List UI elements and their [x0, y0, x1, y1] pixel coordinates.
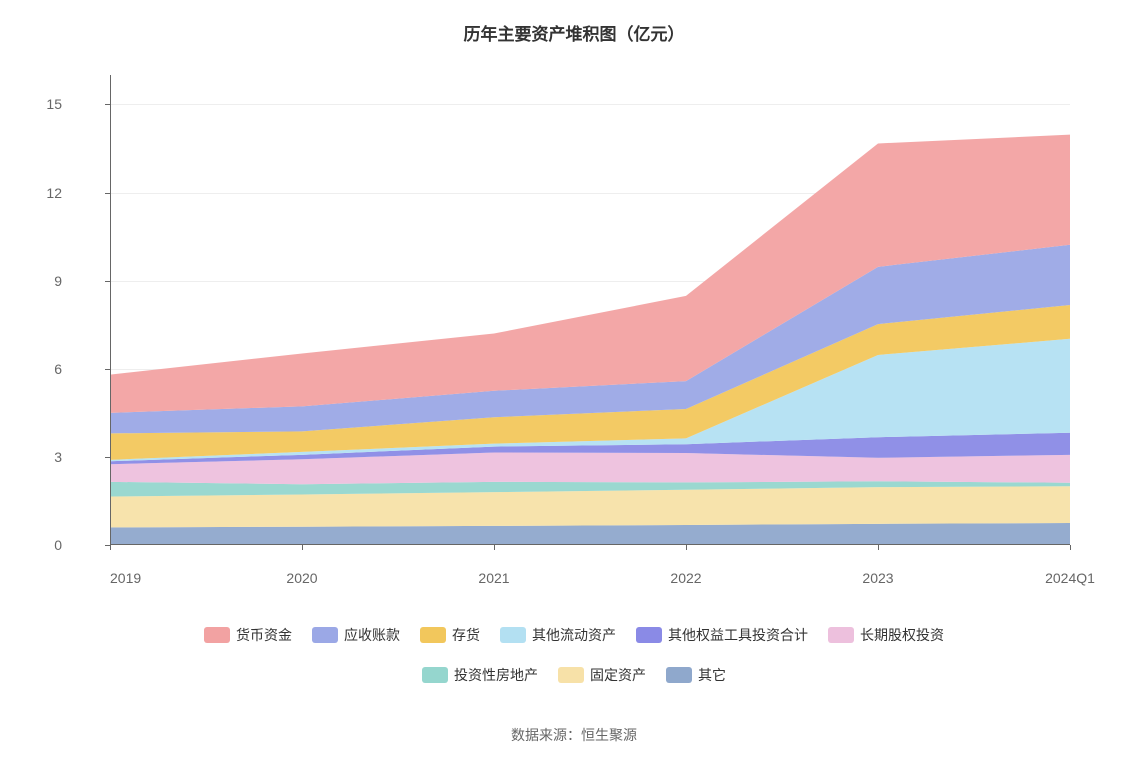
y-tick-label: 6 — [54, 361, 62, 377]
legend-swatch — [312, 627, 338, 643]
y-tick-mark — [105, 457, 110, 458]
y-tick-mark — [105, 104, 110, 105]
data-source: 数据来源：恒生聚源 — [40, 725, 1108, 745]
legend-swatch — [204, 627, 230, 643]
legend-swatch — [828, 627, 854, 643]
x-tick-label: 2022 — [670, 570, 701, 586]
legend-item[interactable]: 其他权益工具投资合计 — [636, 625, 808, 645]
y-tick-mark — [105, 193, 110, 194]
legend-swatch — [666, 667, 692, 683]
y-tick-label: 12 — [46, 185, 62, 201]
legend-swatch — [500, 627, 526, 643]
x-tick-mark — [302, 545, 303, 550]
stacked-area-svg — [110, 75, 1070, 545]
legend-item[interactable]: 应收账款 — [312, 625, 400, 645]
legend-item[interactable]: 其他流动资产 — [500, 625, 616, 645]
legend-label: 应收账款 — [344, 625, 400, 645]
x-tick-mark — [686, 545, 687, 550]
x-tick-mark — [110, 545, 111, 550]
legend: 货币资金 应收账款 存货 其他流动资产 其他权益工具投资合计 长期股权投资投资性房地产 固定… — [40, 625, 1108, 685]
x-axis-line — [110, 544, 1070, 545]
legend-label: 货币资金 — [236, 625, 292, 645]
legend-item[interactable]: 长期股权投资 — [828, 625, 944, 645]
y-tick-mark — [105, 281, 110, 282]
x-tick-mark — [878, 545, 879, 550]
x-tick-label: 2021 — [478, 570, 509, 586]
legend-item[interactable]: 存货 — [420, 625, 480, 645]
y-tick-mark — [105, 369, 110, 370]
legend-swatch — [558, 667, 584, 683]
legend-item[interactable]: 投资性房地产 — [422, 665, 538, 685]
legend-label: 固定资产 — [590, 665, 646, 685]
legend-label: 其他权益工具投资合计 — [668, 625, 808, 645]
x-tick-mark — [1070, 545, 1071, 550]
legend-label: 长期股权投资 — [860, 625, 944, 645]
y-axis-line — [110, 75, 111, 545]
x-tick-mark — [494, 545, 495, 550]
legend-label: 存货 — [452, 625, 480, 645]
y-tick-label: 9 — [54, 273, 62, 289]
legend-swatch — [420, 627, 446, 643]
legend-swatch — [422, 667, 448, 683]
legend-label: 投资性房地产 — [454, 665, 538, 685]
y-tick-label: 3 — [54, 449, 62, 465]
legend-label: 其他流动资产 — [532, 625, 616, 645]
x-tick-label: 2019 — [110, 570, 141, 586]
legend-item[interactable]: 货币资金 — [204, 625, 292, 645]
x-tick-label: 2020 — [286, 570, 317, 586]
legend-swatch — [636, 627, 662, 643]
chart-title: 历年主要资产堆积图（亿元） — [40, 20, 1108, 45]
legend-item[interactable]: 固定资产 — [558, 665, 646, 685]
x-tick-label: 2024Q1 — [1045, 570, 1095, 586]
legend-label: 其它 — [698, 665, 726, 685]
chart-container: 历年主要资产堆积图（亿元） 03691215 20192020202120222… — [0, 0, 1148, 776]
y-tick-label: 0 — [54, 537, 62, 553]
chart-plot-area: 03691215 201920202021202220232024Q1 — [110, 75, 1070, 545]
x-tick-label: 2023 — [862, 570, 893, 586]
legend-item[interactable]: 其它 — [666, 665, 726, 685]
y-tick-label: 15 — [46, 96, 62, 112]
